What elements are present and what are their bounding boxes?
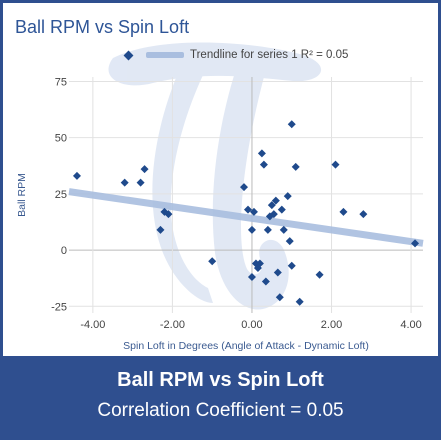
trendline-line: [68, 188, 424, 247]
data-point: [411, 239, 420, 248]
data-point: [283, 192, 292, 201]
y-tick-label: 50: [55, 133, 67, 145]
data-point: [295, 297, 304, 306]
data-point: [339, 207, 348, 216]
data-point: [140, 165, 149, 174]
data-point: [208, 257, 217, 266]
y-tick-label: 75: [55, 76, 67, 88]
data-point: [315, 270, 324, 279]
data-point: [249, 207, 258, 216]
data-point: [156, 225, 165, 234]
data-points: [72, 120, 420, 306]
scatter-plot: -25 0 25 50 75 -4.00 -2.00 0.00 2.00 4.00 Spin Lo…: [16, 42, 424, 352]
data-point: [273, 268, 282, 277]
data-point: [136, 178, 145, 187]
x-tick-label: -4.00: [80, 319, 105, 331]
y-axis-label: Ball RPM: [16, 173, 28, 217]
banner-title: Ball RPM vs Spin Loft: [117, 369, 324, 391]
caption-banner: Ball RPM vs Spin Loft Correlation Coeffi…: [0, 358, 441, 440]
data-point: [247, 225, 256, 234]
data-point: [240, 183, 249, 192]
data-point: [277, 205, 286, 214]
chart-title: Ball RPM vs Spin Loft: [15, 17, 190, 37]
data-point: [279, 225, 288, 234]
data-point: [247, 273, 256, 282]
banner-subtitle: Correlation Coefficient = 0.05: [97, 400, 344, 421]
trendline: [68, 188, 424, 247]
legend-trendline-label: Trendline for series 1 R² = 0.05: [190, 49, 349, 61]
data-point: [255, 259, 264, 268]
x-axis-label: Spin Loft in Degrees (Angle of Attack - …: [123, 340, 369, 352]
legend-trendline-swatch: [146, 52, 184, 58]
x-tick-label: 0.00: [241, 319, 262, 331]
data-point: [359, 210, 368, 219]
y-tick-label: 0: [61, 245, 67, 257]
legend-series-marker: [123, 50, 134, 60]
data-point: [243, 205, 252, 214]
data-point: [285, 237, 294, 246]
watermark-logo: [108, 42, 322, 310]
data-point: [269, 210, 278, 219]
data-point: [72, 171, 81, 180]
data-point: [291, 162, 300, 171]
chart-panel: -25 0 25 50 75 -4.00 -2.00 0.00 2.00 4.00 Spin Lo…: [3, 3, 438, 356]
x-tick-label: 2.00: [321, 319, 342, 331]
data-point: [120, 178, 129, 187]
legend: Trendline for series 1 R² = 0.05: [123, 49, 349, 61]
data-point: [271, 196, 280, 205]
x-tick-label: 4.00: [400, 319, 421, 331]
data-point: [263, 225, 272, 234]
data-point: [257, 149, 266, 158]
tick-labels: -25 0 25 50 75 -4.00 -2.00 0.00 2.00 4.00: [51, 76, 422, 331]
data-point: [164, 210, 173, 219]
data-point: [261, 277, 270, 286]
data-point: [259, 160, 268, 169]
data-point: [275, 293, 284, 302]
data-point: [287, 120, 296, 129]
data-point: [267, 201, 276, 210]
data-point: [331, 160, 340, 169]
data-point: [287, 261, 296, 270]
x-tick-label: -2.00: [160, 319, 185, 331]
y-tick-label: -25: [51, 301, 67, 313]
y-tick-label: 25: [55, 189, 67, 201]
